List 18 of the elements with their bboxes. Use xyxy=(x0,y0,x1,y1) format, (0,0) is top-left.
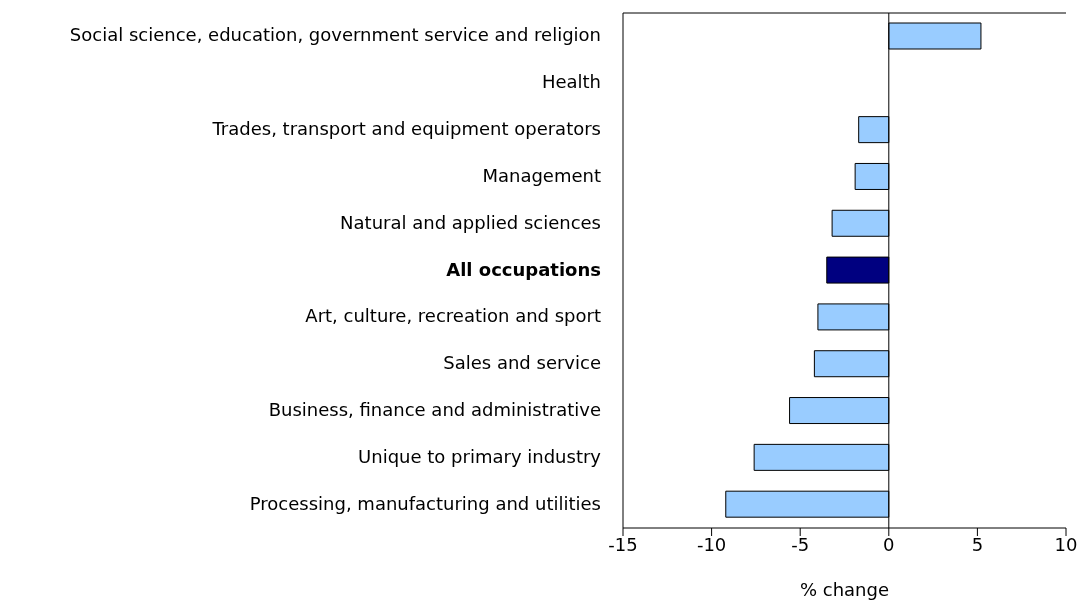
y-tick-label: Processing, manufacturing and utilities xyxy=(249,492,601,514)
y-tick-label: Natural and applied sciences xyxy=(340,211,601,233)
y-tick-label: Management xyxy=(482,164,601,186)
y-tick-label: Business, finance and administrative xyxy=(268,398,601,420)
y-tick-label: Trades, transport and equipment operators xyxy=(211,118,601,140)
x-tick-label: 5 xyxy=(971,533,984,555)
x-axis-title: % change xyxy=(799,579,890,600)
y-tick-label: Social science, education, government service and religion xyxy=(69,24,601,46)
x-tick-label: 0 xyxy=(883,533,895,555)
y-tick-label: Art, culture, recreation and sport xyxy=(305,305,601,327)
x-tick-label: -10 xyxy=(696,533,727,555)
x-tick-label: 10 xyxy=(1054,533,1078,555)
y-tick-label: Health xyxy=(541,71,601,93)
x-tick-label: -5 xyxy=(791,533,810,555)
y-tick-label: Unique to primary industry xyxy=(358,445,602,467)
y-tick-label: All occupations xyxy=(446,258,601,280)
y-tick-label: Sales and service xyxy=(443,352,601,374)
x-tick-label: -15 xyxy=(608,533,638,555)
